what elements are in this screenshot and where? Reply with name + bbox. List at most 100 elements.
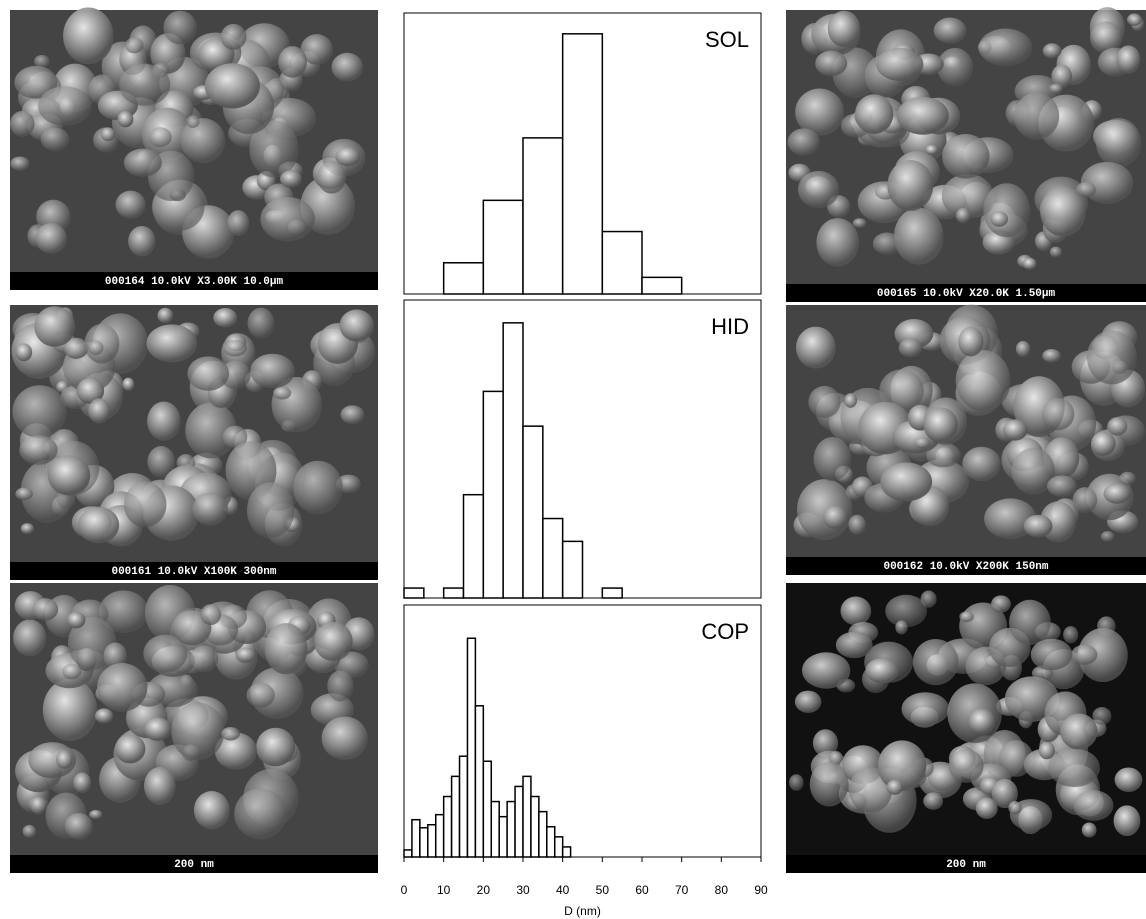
sem-texture xyxy=(887,780,903,795)
bar xyxy=(563,541,583,598)
sem-texture xyxy=(921,590,937,607)
sem-texture xyxy=(327,670,354,701)
x-tick-label: 90 xyxy=(754,883,768,897)
sem-texture xyxy=(923,792,943,809)
sem-texture xyxy=(1103,483,1130,503)
sem-texture xyxy=(942,134,989,179)
sem-texture xyxy=(1008,801,1021,815)
sem-texture xyxy=(35,223,66,254)
x-tick-label: 20 xyxy=(477,883,491,897)
sem-texture xyxy=(1091,432,1116,457)
sem-texture xyxy=(171,702,224,760)
sem-texture xyxy=(65,813,93,840)
sem-texture xyxy=(23,825,37,838)
sem-texture xyxy=(273,387,291,400)
sem-texture xyxy=(13,619,46,656)
sem-texture xyxy=(1040,186,1086,236)
sem-texture xyxy=(314,622,353,661)
sem-texture xyxy=(1101,531,1115,542)
sem-texture xyxy=(124,149,162,177)
sem-texture xyxy=(95,708,113,723)
sem-texture xyxy=(1116,45,1140,73)
x-tick-label: 10 xyxy=(437,883,451,897)
sem-texture xyxy=(802,652,850,688)
sem-texture xyxy=(991,595,1011,612)
sem-texture xyxy=(116,191,146,219)
x-tick-label: 50 xyxy=(596,883,610,897)
sem-texture xyxy=(853,218,867,228)
sem-texture xyxy=(1042,398,1074,430)
sem-texture xyxy=(958,327,983,357)
sem-texture xyxy=(88,398,110,423)
sem-texture xyxy=(894,208,944,265)
sem-texture xyxy=(101,127,115,141)
bar xyxy=(515,786,523,857)
sem-texture xyxy=(1016,341,1030,357)
sem-texture xyxy=(962,447,1001,481)
sem-texture xyxy=(836,632,873,658)
sem-texture xyxy=(789,774,804,791)
sem-texture xyxy=(1050,247,1062,258)
sem-texture xyxy=(1049,84,1063,94)
sem-texture xyxy=(899,339,923,358)
sem-texture xyxy=(10,111,34,137)
bar xyxy=(507,802,515,857)
bar xyxy=(444,263,484,294)
sem-texture xyxy=(855,94,893,134)
sem-texture xyxy=(840,596,871,625)
sem-texture xyxy=(89,810,102,819)
sem-texture xyxy=(796,327,836,369)
bar xyxy=(642,277,682,294)
sem-texture xyxy=(1096,118,1141,167)
sem-texture xyxy=(340,309,374,341)
bar xyxy=(602,232,642,294)
sem-texture xyxy=(88,341,103,355)
sem-texture xyxy=(1060,714,1097,750)
x-tick-label: 0 xyxy=(401,883,408,897)
sem-texture xyxy=(10,156,29,170)
sem-texture xyxy=(265,623,308,674)
sem-texture xyxy=(876,48,923,81)
bar xyxy=(523,776,531,857)
sem-texture xyxy=(317,161,346,194)
image-caption: 200 nm xyxy=(946,859,986,871)
sem-texture xyxy=(1114,805,1141,836)
figure: 000164 10.0kV X3.00K 10.0µm000161 10.0kV… xyxy=(0,0,1146,919)
sem-texture xyxy=(122,378,134,391)
sem-texture xyxy=(1127,14,1142,26)
bar xyxy=(404,850,412,857)
sem-texture xyxy=(180,118,225,163)
sem-texture xyxy=(186,115,199,128)
bar xyxy=(475,706,483,857)
bar xyxy=(464,495,484,598)
chart-title: COP xyxy=(701,619,749,644)
bar xyxy=(543,519,563,598)
sem-texture xyxy=(844,393,857,408)
sem-texture xyxy=(227,210,249,236)
image-caption: 000162 10.0kV X200K 150nm xyxy=(883,561,1048,573)
sem-texture xyxy=(117,111,133,127)
sem-texture xyxy=(814,437,852,481)
bar xyxy=(539,812,547,857)
sem-texture xyxy=(828,11,861,47)
sem-texture xyxy=(247,308,274,339)
bar xyxy=(404,588,424,598)
sem-texture xyxy=(221,727,240,740)
sem-texture xyxy=(914,437,930,448)
sem-texture xyxy=(78,507,119,544)
sem-texture xyxy=(128,226,155,256)
sem-texture xyxy=(236,648,256,663)
sem-texture xyxy=(12,385,66,438)
sem-texture xyxy=(293,461,342,515)
sem-texture xyxy=(38,86,91,126)
sem-texture xyxy=(144,767,176,805)
bar xyxy=(460,756,468,857)
sem-texture xyxy=(147,401,181,440)
sem-texture xyxy=(21,523,34,534)
sem-texture xyxy=(125,37,143,53)
sem-texture xyxy=(192,492,228,525)
sem-texture xyxy=(795,691,821,713)
sem-texture xyxy=(62,664,81,679)
bar xyxy=(436,815,444,857)
sem-texture xyxy=(1115,768,1143,792)
